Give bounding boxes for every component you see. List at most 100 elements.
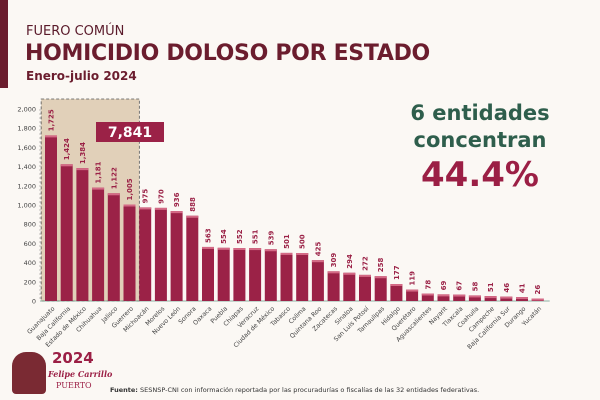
bar [170,211,183,301]
bar [296,253,309,301]
portrait-icon [12,352,46,394]
logo-name2: PUERTO [56,381,92,390]
bar [92,187,105,301]
bar-cap [296,253,309,255]
bar-cap [217,247,230,250]
bar [359,274,371,301]
bar [217,247,230,301]
bar [186,215,199,301]
bar-cap [484,296,497,299]
data-label: 119 [409,271,417,286]
bar-cap [327,271,340,274]
data-label: 1,181 [95,161,103,183]
accent-bar [0,0,8,88]
total-badge [96,122,164,142]
data-label: 936 [173,192,181,207]
bar [123,204,136,301]
data-label: 554 [220,229,228,244]
bar [280,252,293,301]
logo-year: 2024 [52,349,94,367]
bar [484,296,497,301]
bar [139,207,152,301]
bar [202,246,214,301]
data-label: 309 [330,253,338,268]
callout-percent: 44.4% [421,155,539,195]
bar-cap [264,249,277,252]
bar [60,164,73,301]
data-label: 46 [503,283,511,293]
chart-title: HOMICIDIO DOLOSO POR ESTADO [25,41,430,66]
logo: 2024 Felipe Carrillo PUERTO [8,349,112,398]
bar-cap [390,284,403,287]
bar [233,248,246,301]
data-label: 563 [205,228,213,243]
data-label: 539 [267,231,275,246]
data-label: 552 [236,229,244,244]
bar-cap [468,295,481,298]
bar [264,249,277,301]
source-text: SESNSP-CNI con información reportada por… [137,386,480,394]
bar-cap [406,289,419,292]
bar-cap [453,294,466,297]
bar [468,295,481,301]
bar-cap [139,207,152,210]
bar [421,293,434,301]
bar-cap [60,164,73,167]
bar-cap [531,298,544,301]
data-label: 500 [299,234,307,249]
data-label: 1,384 [79,142,87,164]
bar [437,294,450,301]
bar-cap [92,187,105,190]
data-label: 69 [440,281,448,291]
bar [390,284,403,301]
data-label: 425 [314,241,322,256]
bar-cap [186,215,199,218]
logo-name: Felipe Carrillo [48,369,113,379]
bar-cap [359,274,371,277]
bar-cap [437,294,450,297]
bar-cap [280,252,293,255]
bar-cap [374,276,387,279]
bar-cap [500,296,513,299]
bar-cap [45,135,57,138]
bar-cap [123,204,136,207]
data-label: 67 [456,281,464,291]
data-label: 51 [487,282,495,292]
y-tick-label: 1,000 [17,202,36,210]
data-label: 26 [534,285,542,295]
data-label: 970 [157,189,165,204]
data-label: 1,424 [63,138,71,160]
bar-cap [343,272,356,275]
y-tick-label: 1,400 [17,163,36,171]
bar-cap [170,211,183,214]
bar [154,207,167,301]
data-label: 78 [424,280,432,290]
data-label: 1,122 [110,167,118,189]
data-label: 1,725 [48,109,56,131]
data-label: 177 [393,265,401,280]
data-label: 258 [377,257,385,272]
bar-cap [516,297,528,300]
total-badge-label: 7,841 [108,125,152,141]
y-tick-label: 1,200 [17,182,36,190]
bar [76,168,89,301]
bar [107,193,120,301]
bar-cap [421,293,434,296]
y-tick-label: 800 [24,221,36,229]
data-label: 1,005 [126,178,134,200]
chart-subtitle: Enero-julio 2024 [26,69,137,83]
bar-cap [154,207,167,210]
y-tick-label: 600 [24,240,36,248]
data-label: 888 [189,197,197,212]
data-label: 501 [283,234,291,249]
source-label: Fuente: [110,386,138,394]
data-label: 41 [519,283,527,293]
bar-cap [76,168,89,171]
bar [45,135,57,301]
bar [327,271,340,301]
y-tick-label: 400 [24,259,36,267]
bar [311,260,324,301]
data-label: 294 [346,254,354,269]
bar [453,294,466,301]
